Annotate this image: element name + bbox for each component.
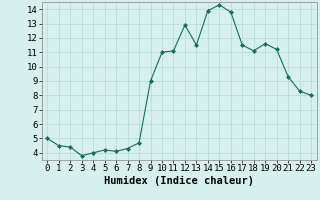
X-axis label: Humidex (Indice chaleur): Humidex (Indice chaleur) xyxy=(104,176,254,186)
